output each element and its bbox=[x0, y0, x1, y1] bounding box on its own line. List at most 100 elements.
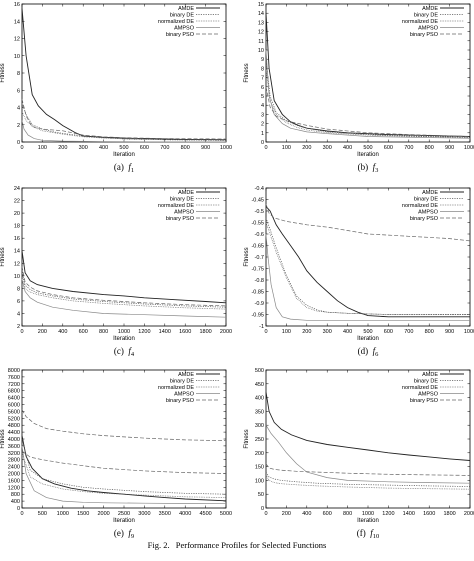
series-line bbox=[265, 217, 470, 315]
legend-label: binary DE bbox=[170, 13, 194, 19]
caption-text: Performance Profiles for Selected Functi… bbox=[175, 540, 327, 550]
series-line bbox=[21, 435, 227, 502]
series-line bbox=[21, 266, 227, 307]
x-tick-label: 1500 bbox=[77, 511, 89, 517]
x-tick-label: 100 bbox=[282, 329, 291, 335]
series-line bbox=[265, 13, 471, 137]
subfigure-letter: (c) bbox=[114, 346, 129, 356]
x-tick-label: 1000 bbox=[118, 329, 130, 335]
y-tick-label: -0.5 bbox=[255, 209, 264, 215]
x-axis-label: Iteration bbox=[357, 518, 379, 524]
y-tick-label: 6800 bbox=[8, 389, 20, 395]
x-tick-label: 1800 bbox=[199, 329, 211, 335]
subfigure-label: (e) f9 bbox=[114, 528, 134, 540]
chart-panel: 0 200 400 600 800 1000 1200 1400 1600 1800 2000 0 50… bbox=[244, 368, 474, 540]
plot-frame bbox=[21, 187, 227, 327]
y-tick-label: 10 bbox=[14, 54, 20, 60]
series-line bbox=[21, 409, 227, 442]
x-tick-label: 1400 bbox=[159, 329, 171, 335]
y-tick-label: 2 bbox=[261, 122, 264, 128]
y-tick-label: 7600 bbox=[8, 375, 20, 381]
x-tick-label: 2000 bbox=[97, 511, 109, 517]
y-tick-label: 6000 bbox=[8, 403, 20, 409]
legend-label: binary DE bbox=[170, 379, 194, 385]
x-tick-label: 700 bbox=[404, 329, 413, 335]
legend-label: binary PSO bbox=[166, 32, 195, 38]
x-tick-label: 800 bbox=[425, 145, 434, 151]
series-line bbox=[265, 59, 471, 138]
x-tick-label: 3500 bbox=[159, 511, 171, 517]
legend-label: AMPSO bbox=[174, 392, 195, 398]
series-line bbox=[265, 49, 471, 139]
x-tick-label: 500 bbox=[363, 329, 372, 335]
series-line bbox=[265, 474, 471, 490]
y-tick-label: 15 bbox=[258, 2, 264, 8]
series-line bbox=[21, 452, 227, 498]
y-tick-label: 0 bbox=[17, 506, 20, 512]
x-tick-label: 900 bbox=[445, 145, 454, 151]
legend-label: normalized DE bbox=[158, 203, 194, 209]
y-tick-label: 18 bbox=[14, 224, 20, 230]
x-tick-label: 200 bbox=[282, 511, 291, 517]
series-line bbox=[265, 471, 471, 487]
y-tick-label: 3600 bbox=[8, 444, 20, 450]
y-tick-label: 450 bbox=[255, 382, 264, 388]
y-tick-label: 4000 bbox=[8, 437, 20, 443]
y-tick-label: 6400 bbox=[8, 396, 20, 402]
y-tick-label: -0.7 bbox=[255, 255, 264, 261]
subfigure-label: (f) f10 bbox=[357, 528, 380, 540]
y-tick-label: 9 bbox=[261, 57, 264, 63]
y-tick-label: 800 bbox=[11, 492, 20, 498]
y-tick-label: 4 bbox=[17, 311, 20, 317]
y-tick-label: 10 bbox=[14, 274, 20, 280]
function-name: f bbox=[128, 162, 132, 172]
x-tick-label: 600 bbox=[384, 329, 393, 335]
y-tick-label: -0.4 bbox=[255, 186, 264, 192]
legend-label: binary DE bbox=[414, 379, 438, 385]
function-name: f bbox=[128, 528, 132, 538]
x-tick-label: 200 bbox=[58, 145, 67, 151]
x-tick-label: 400 bbox=[58, 329, 67, 335]
y-tick-label: -0.6 bbox=[255, 232, 264, 238]
y-tick-label: 22 bbox=[14, 199, 20, 205]
legend-label: normalized DE bbox=[402, 385, 438, 391]
x-tick-label: 2500 bbox=[118, 511, 130, 517]
x-tick-label: 800 bbox=[425, 329, 434, 335]
y-tick-label: 4400 bbox=[8, 430, 20, 436]
x-axis-label: Iteration bbox=[113, 336, 135, 342]
x-tick-label: 200 bbox=[302, 145, 311, 151]
y-tick-label: 1 bbox=[261, 131, 264, 137]
x-tick-label: 2000 bbox=[464, 511, 474, 517]
x-tick-label: 4000 bbox=[179, 511, 191, 517]
x-tick-label: 600 bbox=[79, 329, 88, 335]
series-line bbox=[21, 450, 227, 474]
legend-label: normalized DE bbox=[402, 203, 438, 209]
x-tick-label: 500 bbox=[119, 145, 128, 151]
y-tick-label: 0 bbox=[261, 140, 264, 146]
y-tick-label: -0.65 bbox=[251, 244, 264, 250]
plot-frame bbox=[265, 3, 471, 143]
x-tick-label: 800 bbox=[343, 511, 352, 517]
x-tick-label: 0 bbox=[20, 145, 23, 151]
x-axis-label: Iteration bbox=[113, 518, 135, 524]
x-tick-label: 3000 bbox=[138, 511, 150, 517]
y-tick-label: 400 bbox=[11, 499, 20, 505]
y-axis-label: Fitness bbox=[244, 247, 250, 266]
subfigure-label: (a) f1 bbox=[114, 162, 134, 174]
x-tick-label: 700 bbox=[404, 145, 413, 151]
y-tick-label: 11 bbox=[258, 39, 264, 45]
y-tick-label: 14 bbox=[14, 249, 20, 255]
figure-caption: Fig. 2. Performance Profiles for Selecte… bbox=[0, 540, 474, 550]
x-tick-label: 300 bbox=[323, 329, 332, 335]
y-tick-label: 4 bbox=[17, 106, 20, 112]
series-line bbox=[265, 86, 471, 137]
y-tick-label: 400 bbox=[255, 396, 264, 402]
y-tick-label: 5 bbox=[261, 94, 264, 100]
chart-panel: 0 100 200 300 400 500 600 700 800 900 1000 -1 -0.95 -… bbox=[244, 186, 474, 358]
y-axis-label: Fitness bbox=[0, 247, 6, 266]
series-line bbox=[21, 269, 227, 308]
y-tick-label: 100 bbox=[255, 478, 264, 484]
y-tick-label: 16 bbox=[14, 236, 20, 242]
x-tick-label: 1400 bbox=[403, 511, 415, 517]
function-index: 6 bbox=[375, 351, 379, 358]
